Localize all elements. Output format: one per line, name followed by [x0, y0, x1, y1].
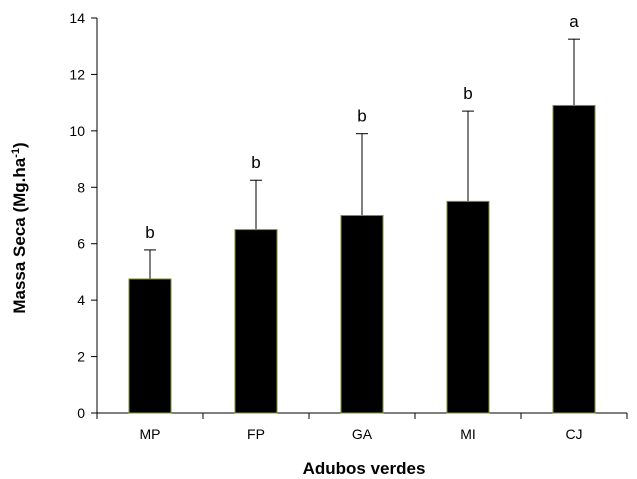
x-tick-label: MP [140, 426, 161, 442]
x-axis-title: Adubos verdes [303, 459, 426, 478]
significance-label: a [569, 12, 579, 31]
bar [234, 229, 278, 414]
significance-label: b [251, 153, 260, 172]
y-tick-label: 2 [77, 349, 85, 365]
significance-label: b [463, 84, 472, 103]
y-axis-title: Massa Seca (Mg.ha-1) [10, 142, 29, 313]
y-tick-label: 4 [77, 292, 85, 308]
y-axis-title-superscript: -1 [10, 148, 22, 158]
significance-label: b [145, 223, 154, 242]
y-tick-label: 10 [69, 123, 85, 139]
bar [446, 200, 490, 414]
y-tick-label: 6 [77, 236, 85, 252]
x-tick-label: FP [247, 426, 265, 442]
y-tick-label: 8 [77, 179, 85, 195]
x-tick-label: GA [352, 426, 373, 442]
bar [128, 278, 172, 414]
bar [340, 215, 384, 414]
y-axis-title-main: Massa Seca (Mg.ha [10, 157, 29, 313]
significance-label: b [357, 107, 366, 126]
plot-area: 0 2 4 6 8 10 12 14 b MP b FP b GA b MI a CJ [69, 10, 628, 442]
y-tick-label: 0 [77, 405, 85, 421]
y-axis-title-end: ) [10, 142, 29, 148]
x-tick-label: MI [460, 426, 476, 442]
y-tick-label: 14 [69, 10, 85, 26]
bar [552, 104, 596, 414]
y-tick-label: 12 [69, 66, 85, 82]
x-tick-label: CJ [565, 426, 582, 442]
